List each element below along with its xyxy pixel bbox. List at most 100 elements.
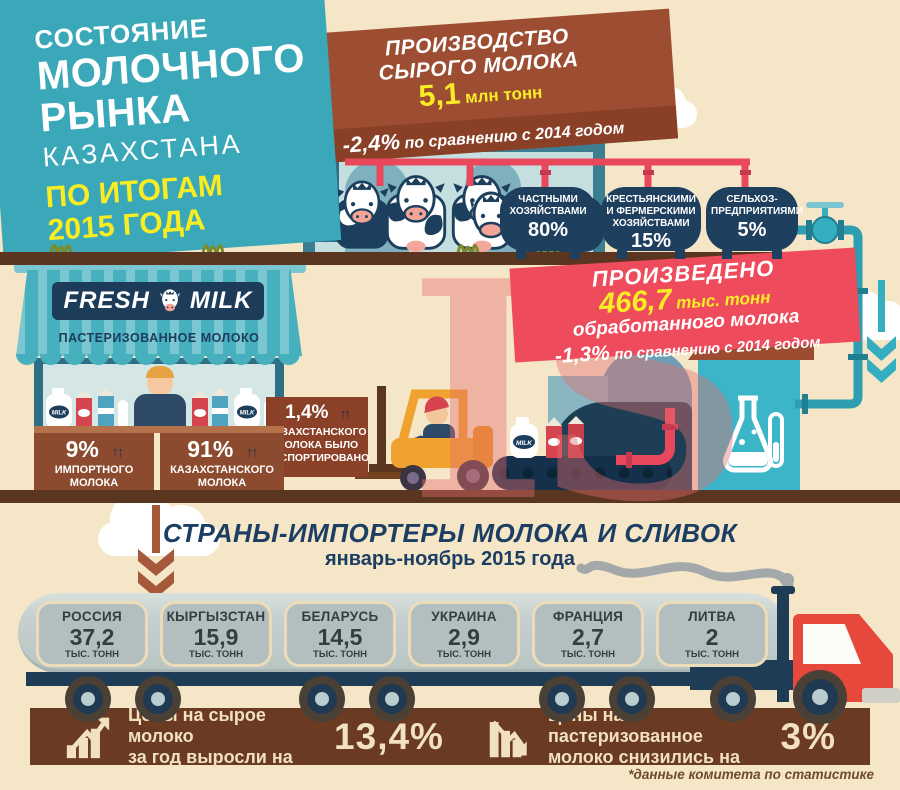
processed-milk-banner: ПРОИЗВЕДЕНО 466,7 тыс. тонн обработанног… [509,247,861,368]
grass-icon [49,244,73,254]
milk-products-icons: MILK [192,388,274,428]
red-pipe-graphic [616,408,678,468]
imported-milk-stat: 9% ↑↑ ИМПОРТНОГО МОЛОКА [34,433,154,490]
country-panel: УКРАИНА 2,9 ТЫС. ТОНН [408,601,520,667]
producer-value: 5% [737,218,767,241]
kazakh-milk-stat: 91% ↑↑ КАЗАХСТАНСКОГО МОЛОКА [160,433,284,490]
country-value: 2,9 [448,624,480,650]
country-name: УКРАИНА [431,609,497,624]
price-up-line2: за год выросли на [128,746,293,767]
stat-value: 91% [187,436,234,462]
wheel-icon [369,676,415,722]
awning-scallops [16,354,302,367]
country-unit: ТЫС. ТОНН [437,649,491,661]
wheel-icon [299,676,345,722]
forklift-icon [355,386,493,492]
valve-icon [806,202,844,244]
shop-sign-word2: MILK [189,287,253,314]
country-name: ФРАНЦИЯ [552,609,624,624]
arrow-down-icon [138,505,174,597]
country-value: 37,2 [69,624,115,650]
wheel-icon [135,676,181,722]
exhaust-pipe [777,590,789,702]
stat-label: ИМПОРТНОГО МОЛОКА [54,464,134,489]
chart-down-icon [489,720,527,757]
country-name: БЕЛАРУСЬ [301,609,379,624]
country-panel: ЛИТВА 2 ТЫС. ТОНН [656,601,768,667]
processed-change: -1,3% [554,341,611,368]
milk-jug-label: MILK [516,440,533,447]
title-block: СОСТОЯНИЕ МОЛОЧНОГО РЫНКА КАЗАХСТАНА ПО … [0,0,342,264]
producer-label: КРЕСТЬЯНСКИМИ И ФЕРМЕРСКИМИ ХОЗЯЙСТВАМИ [606,194,696,229]
country-value: 15,9 [193,624,239,650]
stat-label: КАЗАХСТАНСКОГО МОЛОКА [170,464,274,489]
up-arrows-icon: ↑↑ [111,444,124,461]
export-value-row: 1,4% ↑↑ [266,402,368,424]
milk-jug-label: MILK [52,411,67,417]
importers-title: СТРАНЫ-ИМПОРТЕРЫ МОЛОКА И СЛИВОК [162,518,738,548]
grass-icon [201,244,225,254]
chart-up-icon [66,717,110,758]
country-unit: ТЫС. ТОНН [561,649,615,661]
wheel-icon [609,676,655,722]
price-up-value: 13,4% [334,715,444,757]
shop-roof-bar [14,262,306,273]
truck-chassis [26,672,798,686]
country-panel: РОССИЯ 37,2 ТЫС. ТОНН [36,601,148,667]
price-down-line2: молоко снизились на [547,746,740,767]
price-down-label: Цены на пастеризованное молоко снизились… [548,705,763,767]
export-value: 1,4% [285,402,329,423]
stat-value-row: 91% ↑↑ [160,436,284,463]
arrow-down-icon [867,280,896,383]
country-unit: ТЫС. ТОНН [65,649,119,661]
wheel-icon [710,676,756,722]
producer-value: 15% [630,230,672,253]
shop-sign: FRESH MILK [52,282,264,320]
export-label: КАЗАХСТАНСКОГО МОЛОКА БЫЛО ЭКСПОРТИРОВАН… [266,426,370,464]
footnote: *данные комитета по статистике [628,767,874,782]
producer-value: 80% [527,218,569,241]
milking-pipe-graphic [345,158,751,190]
truck-bumper [862,688,900,703]
milk-products-icons: MILK [46,388,128,428]
shop-counter [34,426,284,433]
cow-icon [335,180,389,249]
raw-milk-unit: млн тонн [464,82,543,108]
milk-products-icons: MILK [510,416,584,458]
producer-tank-private: ЧАСТНЫМИ ХОЗЯЙСТВАМИ 80% [500,187,596,259]
country-value: 2 [705,624,719,650]
up-arrows-icon: ↑↑ [339,406,351,421]
country-panel: КЫРГЫЗСТАН 15,9 ТЫС. ТОНН [160,601,272,667]
wheel-icon [539,676,585,722]
cow-icon [385,175,447,253]
up-arrows-icon: ↑↑ [245,444,259,461]
country-name: ЛИТВА [688,609,736,624]
producer-tank-agro: СЕЛЬХОЗ-ПРЕДПРИЯТИЯМИ 5% [706,187,803,259]
producer-label: ЧАСТНЫМИ ХОЗЯЙСТВАМИ [509,194,587,217]
exhaust-cap [771,586,795,594]
vendor-body [134,394,186,428]
wheel-icon [65,676,111,722]
country-name: КЫРГЫЗСТАН [166,609,266,624]
milk-jug-label: MILK [240,411,255,417]
country-value: 14,5 [317,624,363,650]
country-panel: ФРАНЦИЯ 2,7 ТЫС. ТОНН [532,601,644,667]
country-name: РОССИЯ [61,609,123,624]
flask-icon [723,395,784,473]
country-unit: ТЫС. ТОНН [189,649,243,661]
country-unit: ТЫС. ТОНН [685,649,739,661]
country-value: 2,7 [572,624,604,650]
cow-head-icon [160,289,180,312]
grass-icon [456,244,480,254]
stat-value-row: 9% ↑↑ [34,436,154,463]
shop-subtitle: ПАСТЕРИЗОВАННОЕ МОЛОКО [58,331,260,345]
stat-value: 9% [65,436,99,462]
vendor-hair [146,366,174,378]
raw-milk-value: 5,1 [417,77,462,114]
country-unit: ТЫС. ТОНН [313,649,367,661]
importers-subtitle: январь-ноябрь 2015 года [324,548,576,570]
producer-label: СЕЛЬХОЗ-ПРЕДПРИЯТИЯМИ [711,194,803,217]
shelf [0,490,900,503]
country-panel: БЕЛАРУСЬ 14,5 ТЫС. ТОНН [284,601,396,667]
